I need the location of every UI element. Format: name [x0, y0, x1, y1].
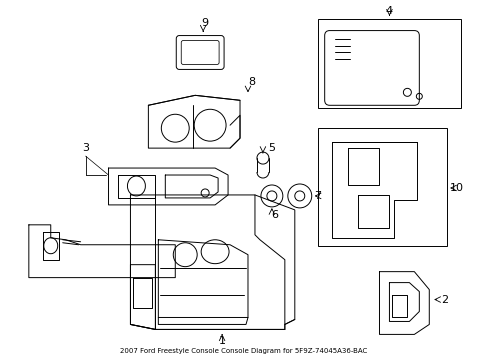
Text: 2: 2: [440, 294, 447, 305]
Text: 10: 10: [449, 183, 463, 193]
Text: 9: 9: [201, 18, 208, 28]
Text: 4: 4: [385, 6, 392, 15]
Bar: [317, 128, 447, 246]
Bar: [317, 19, 460, 108]
Text: 1: 1: [218, 336, 225, 346]
Text: 3: 3: [82, 143, 89, 153]
Text: 8: 8: [248, 77, 255, 87]
Text: 2007 Ford Freestyle Console Console Diagram for 5F9Z-74045A36-BAC: 2007 Ford Freestyle Console Console Diag…: [120, 348, 367, 354]
Text: 7: 7: [313, 191, 321, 201]
Text: 5: 5: [268, 143, 275, 153]
Text: 6: 6: [271, 210, 278, 220]
